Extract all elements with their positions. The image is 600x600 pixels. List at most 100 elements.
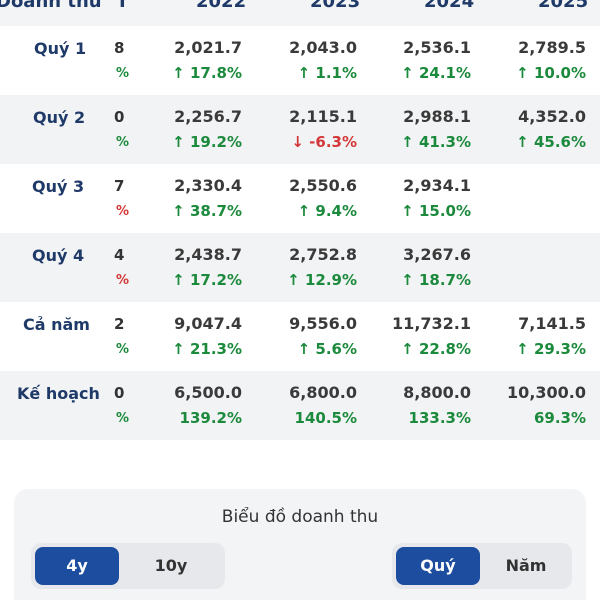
growth-percent: ↑ 17.8%: [172, 64, 242, 82]
value-cell: 9,047.4 ↑ 21.3%: [142, 302, 242, 371]
value-cell: [486, 233, 586, 302]
chart-panel-title: Biểu đồ doanh thu: [221, 507, 379, 527]
value-cell: 2,550.6 ↑ 9.4%: [257, 164, 357, 233]
value-cell: 2,752.8 ↑ 12.9%: [257, 233, 357, 302]
revenue-value: 2,021.7: [174, 38, 242, 57]
revenue-value: 4,352.0: [518, 107, 586, 126]
header-year-2022[interactable]: 2022: [196, 0, 247, 12]
growth-percent: ↑ 18.7%: [401, 271, 471, 289]
cut-change: %: [116, 204, 130, 219]
cut-change: %: [116, 342, 130, 357]
revenue-value: 2,988.1: [403, 107, 471, 126]
period-option-quarter[interactable]: Quý: [396, 547, 480, 585]
value-cell: 6,500.0 139.2%: [142, 371, 242, 440]
revenue-value: 11,732.1: [392, 314, 471, 333]
value-cell: 2,438.7 ↑ 17.2%: [142, 233, 242, 302]
revenue-value: 2,934.1: [403, 176, 471, 195]
growth-percent: ↑ 15.0%: [401, 202, 471, 220]
revenue-value: 10,300.0: [507, 383, 586, 402]
value-cell: 2,536.1 ↑ 24.1%: [371, 26, 471, 95]
value-cell: 2,021.7 ↑ 17.8%: [142, 26, 242, 95]
cut-value: 0: [114, 108, 125, 126]
table-row: Quý 4 4% 2,438.7 ↑ 17.2% 2,752.8 ↑ 12.9% 3,267…: [0, 233, 600, 302]
row-label: Quý 3: [32, 177, 85, 196]
row-label: Quý 2: [33, 108, 86, 127]
growth-percent: ↑ 10.0%: [516, 64, 586, 82]
growth-percent: ↑ 5.6%: [297, 340, 357, 358]
revenue-value: 2,752.8: [289, 245, 357, 264]
cut-value: 0: [114, 384, 125, 402]
revenue-chart-panel: Biểu đồ doanh thu 4y 10y Quý Năm: [14, 489, 586, 600]
value-cell: 9,556.0 ↑ 5.6%: [257, 302, 357, 371]
growth-percent: ↑ 1.1%: [297, 64, 357, 82]
row-label: Quý 4: [32, 246, 85, 265]
cut-value: 8: [114, 39, 125, 57]
value-cell: 4,352.0 ↑ 45.6%: [486, 95, 586, 164]
growth-percent: ↑ 22.8%: [401, 340, 471, 358]
value-cell: 2,789.5 ↑ 10.0%: [486, 26, 586, 95]
row-label: Kế hoạch: [17, 384, 100, 403]
revenue-table: Doanh thu I 2022 2023 2024 2025 Quý 1 8% 2…: [0, 0, 600, 440]
table-row: Cả năm 2% 9,047.4 ↑ 21.3% 9,556.0 ↑ 5.6% 11,73…: [0, 302, 600, 371]
revenue-value: 2,330.4: [174, 176, 242, 195]
revenue-value: 2,550.6: [289, 176, 357, 195]
header-label: Doanh thu: [0, 0, 102, 12]
growth-percent: 139.2%: [179, 409, 242, 427]
value-cell: 2,115.1 ↓ -6.3%: [257, 95, 357, 164]
revenue-value: 2,256.7: [174, 107, 242, 126]
growth-percent: 133.3%: [408, 409, 471, 427]
value-cell: 2,256.7 ↑ 19.2%: [142, 95, 242, 164]
revenue-value: 3,267.6: [403, 245, 471, 264]
growth-percent: ↑ 24.1%: [401, 64, 471, 82]
period-toggle: Quý Năm: [392, 543, 572, 589]
value-cell: [486, 164, 586, 233]
value-cell: 7,141.5 ↑ 29.3%: [486, 302, 586, 371]
value-cell: 6,800.0 140.5%: [257, 371, 357, 440]
header-year-2024[interactable]: 2024: [424, 0, 475, 12]
revenue-value: 8,800.0: [403, 383, 471, 402]
revenue-value: 2,115.1: [289, 107, 357, 126]
growth-percent: ↑ 38.7%: [172, 202, 242, 220]
revenue-value: 7,141.5: [518, 314, 586, 333]
header-year-2025[interactable]: 2025: [538, 0, 589, 12]
range-option-10y[interactable]: 10y: [154, 556, 188, 575]
row-label: Quý 1: [34, 39, 87, 58]
revenue-value: 2,536.1: [403, 38, 471, 57]
growth-percent: ↑ 29.3%: [516, 340, 586, 358]
growth-percent: ↑ 19.2%: [172, 133, 242, 151]
value-cell: 8,800.0 133.3%: [371, 371, 471, 440]
growth-percent: ↑ 9.4%: [297, 202, 357, 220]
table-header: Doanh thu I 2022 2023 2024 2025: [0, 0, 600, 26]
cut-value: 7: [114, 177, 125, 195]
growth-percent: ↑ 17.2%: [172, 271, 242, 289]
table-row: Quý 1 8% 2,021.7 ↑ 17.8% 2,043.0 ↑ 1.1% 2,536.…: [0, 26, 600, 95]
cut-change: %: [116, 135, 130, 150]
table-row: Kế hoạch 0% 6,500.0 139.2% 6,800.0 140.5% 8,80…: [0, 371, 600, 440]
growth-percent: ↑ 41.3%: [401, 133, 471, 151]
growth-percent: 69.3%: [533, 409, 586, 427]
cut-change: %: [116, 66, 130, 81]
growth-percent: ↑ 12.9%: [287, 271, 357, 289]
range-option-4y[interactable]: 4y: [35, 547, 119, 585]
row-label: Cả năm: [23, 315, 90, 334]
period-option-year[interactable]: Năm: [505, 556, 547, 575]
revenue-value: 6,500.0: [174, 383, 242, 402]
revenue-value: 2,789.5: [518, 38, 586, 57]
value-cell: 2,934.1 ↑ 15.0%: [371, 164, 471, 233]
header-year-2023[interactable]: 2023: [310, 0, 361, 12]
revenue-value: 6,800.0: [289, 383, 357, 402]
growth-percent: 140.5%: [294, 409, 357, 427]
growth-percent: ↑ 45.6%: [516, 133, 586, 151]
cut-value: 2: [114, 315, 125, 333]
revenue-value: 2,043.0: [289, 38, 357, 57]
revenue-value: 9,556.0: [289, 314, 357, 333]
cut-change: %: [116, 273, 130, 288]
table-row: Quý 3 7% 2,330.4 ↑ 38.7% 2,550.6 ↑ 9.4% 2,934.…: [0, 164, 600, 233]
value-cell: 2,988.1 ↑ 41.3%: [371, 95, 471, 164]
value-cell: 3,267.6 ↑ 18.7%: [371, 233, 471, 302]
growth-percent: ↓ -6.3%: [291, 133, 357, 151]
growth-percent: ↑ 21.3%: [172, 340, 242, 358]
revenue-value: 9,047.4: [174, 314, 242, 333]
cut-value: 4: [114, 246, 125, 264]
value-cell: 10,300.0 69.3%: [486, 371, 586, 440]
